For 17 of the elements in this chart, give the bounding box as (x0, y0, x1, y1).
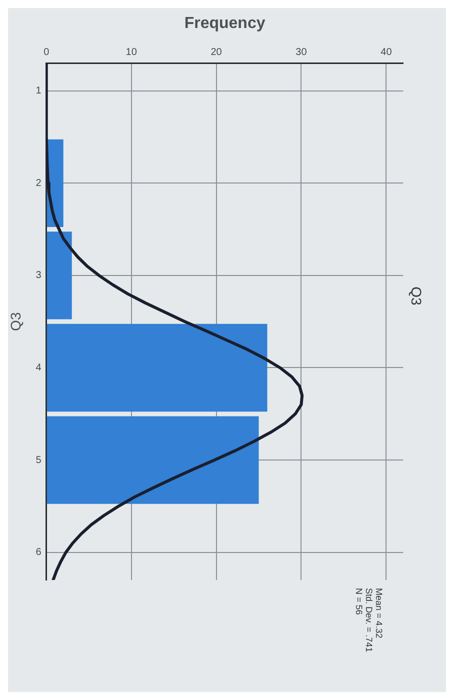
y-tick-label: 2 (36, 178, 42, 189)
y-axis-title: Q3 (7, 312, 24, 331)
x-tick-label: 30 (296, 46, 308, 58)
x-tick-label: 20 (210, 46, 222, 58)
text: Q3 (408, 286, 425, 306)
y-tick-label: 5 (36, 454, 42, 466)
x-tick-label: 40 (380, 46, 392, 58)
text: Mean = 4.32 (374, 588, 384, 638)
x-axis-title: Frequency (184, 15, 266, 32)
x-tick-label: 10 (126, 46, 138, 58)
y-tick-label: 4 (36, 362, 42, 374)
text: Std. Dev. = .741 (364, 588, 374, 652)
x-tick-label: 0 (44, 46, 50, 58)
y-tick-label: 6 (36, 547, 42, 558)
y-tick-label: 3 (36, 270, 42, 282)
y-tick-label: 1 (36, 86, 42, 97)
text: N = 56 (354, 588, 364, 615)
